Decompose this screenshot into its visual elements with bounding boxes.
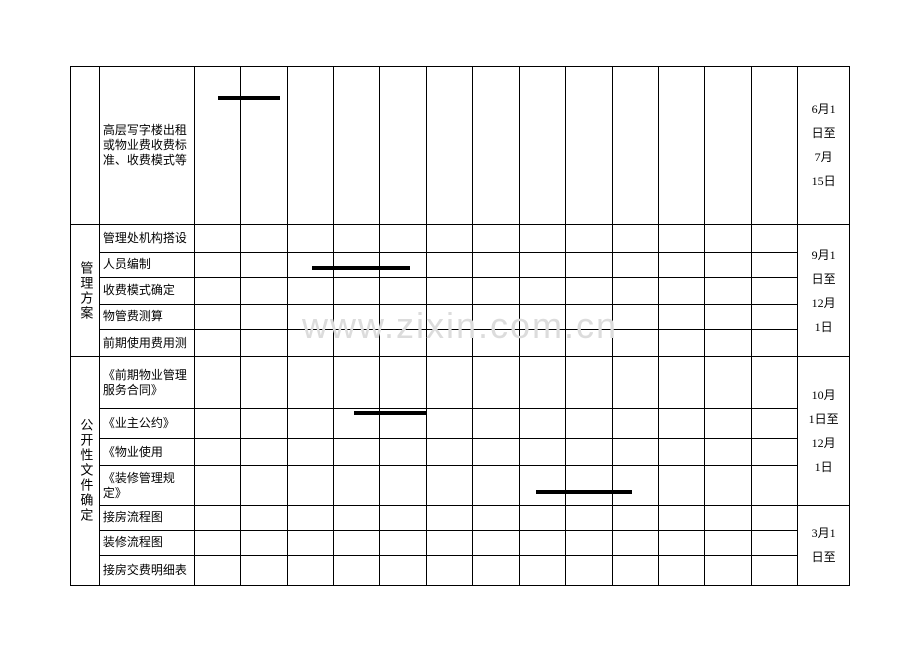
gantt-table: 高层写字楼出租或物业费收费标准、收费模式等 6月1 日至 7月 15日 管理方案… bbox=[70, 66, 850, 586]
task-cell: 《前期物业管理服务合同》 bbox=[99, 357, 194, 409]
date-cell: 3月1 日至 bbox=[798, 505, 850, 585]
task-cell: 收费模式确定 bbox=[99, 277, 194, 304]
date-cell: 6月1 日至 7月 15日 bbox=[798, 66, 850, 225]
date-cell: 10月 1日至 12月 1日 bbox=[798, 357, 850, 506]
task-cell: 接房交费明细表 bbox=[99, 555, 194, 585]
task-cell: 前期使用费用测 bbox=[99, 329, 194, 356]
task-cell: 《物业使用 bbox=[99, 438, 194, 465]
gantt-chart: www.zixin.com.cn 高层写字楼出租或物业费收费标准、收费模式等 6… bbox=[70, 66, 850, 586]
task-cell: 管理处机构搭设 bbox=[99, 225, 194, 252]
task-cell: 人员编制 bbox=[99, 252, 194, 277]
date-cell: 9月1 日至 12月 1日 bbox=[798, 225, 850, 357]
task-cell: 接房流程图 bbox=[99, 505, 194, 530]
task-cell: 《装修管理规定》 bbox=[99, 466, 194, 506]
task-cell: 物管费测算 bbox=[99, 304, 194, 329]
task-cell: 装修流程图 bbox=[99, 530, 194, 555]
gantt-bar bbox=[218, 96, 280, 100]
gantt-bar bbox=[312, 266, 410, 270]
section-1-group bbox=[71, 66, 100, 225]
task-cell: 《业主公约》 bbox=[99, 409, 194, 439]
section-2-group: 管理方案 bbox=[71, 225, 100, 357]
gantt-bar bbox=[536, 490, 632, 494]
section-3-group: 公开性文件确定 bbox=[71, 357, 100, 585]
gantt-bar bbox=[354, 411, 426, 415]
task-cell: 高层写字楼出租或物业费收费标准、收费模式等 bbox=[99, 66, 194, 225]
